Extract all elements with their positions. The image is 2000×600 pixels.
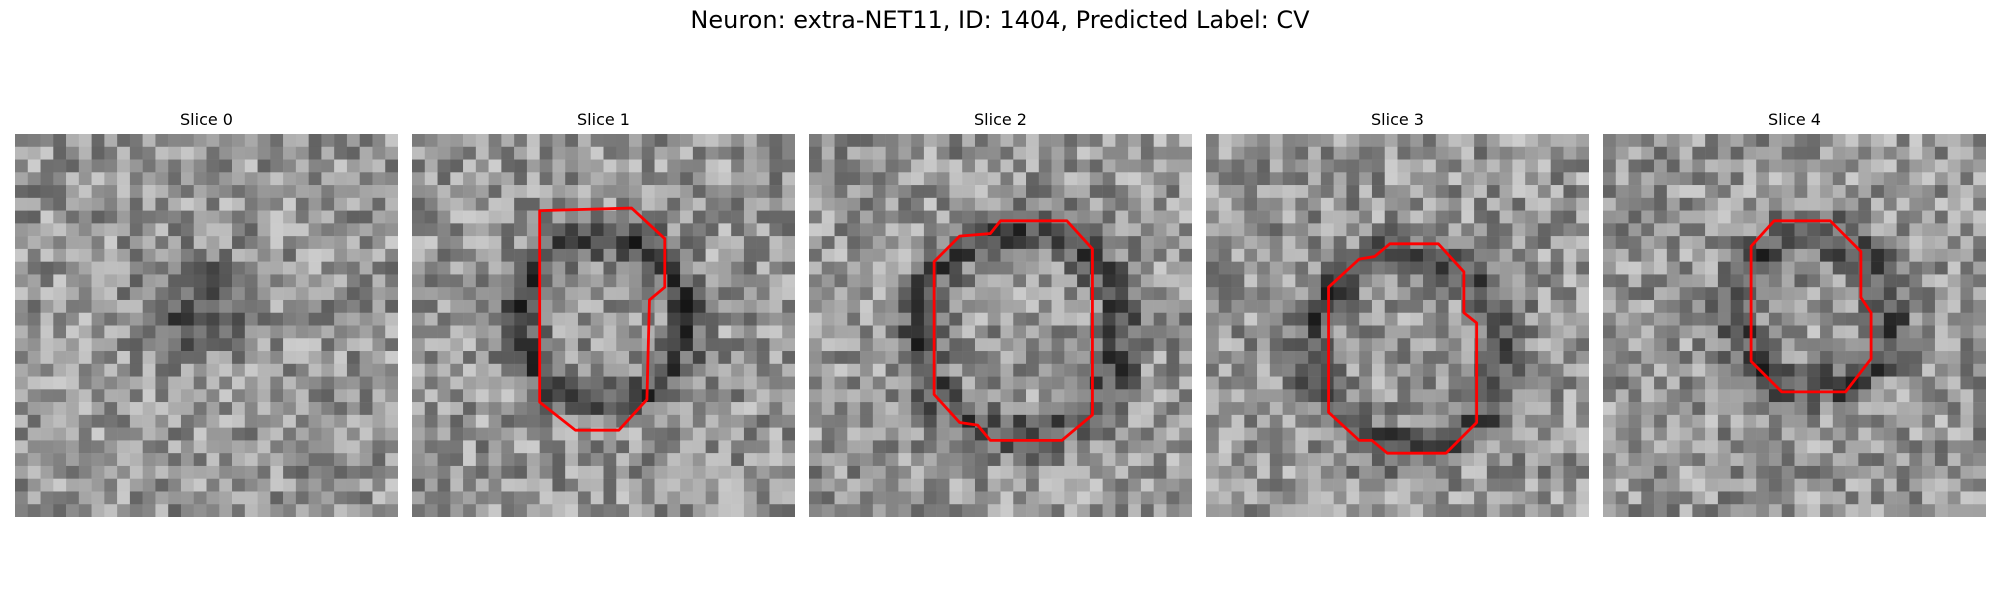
segmentation-contour [1327, 242, 1479, 455]
slice-image-frame [1603, 134, 1986, 517]
slice-image-frame [809, 134, 1192, 517]
slice-title: Slice 3 [1371, 110, 1424, 129]
slice-panel-4: Slice 4 [1603, 108, 1986, 517]
slice-title: Slice 2 [974, 110, 1027, 129]
slice-title: Slice 4 [1768, 110, 1821, 129]
slice-image-frame [1206, 134, 1589, 517]
em-slice-image [1206, 134, 1589, 517]
em-slice-image [809, 134, 1192, 517]
slice-panel-1: Slice 1 [412, 108, 795, 517]
em-slice-image [1603, 134, 1986, 517]
slice-panel-2: Slice 2 [809, 108, 1192, 517]
em-slice-image [412, 134, 795, 517]
segmentation-contour [1749, 219, 1873, 394]
slice-panel-0: Slice 0 [15, 108, 398, 517]
segmentation-contour [932, 219, 1094, 442]
slice-title: Slice 1 [577, 110, 630, 129]
slice-title: Slice 0 [180, 110, 233, 129]
slice-image-frame [15, 134, 398, 517]
figure-title: Neuron: extra-NET11, ID: 1404, Predicted… [690, 6, 1310, 34]
slice-image-frame [412, 134, 795, 517]
em-slice-image [15, 134, 398, 517]
segmentation-contour [538, 206, 667, 432]
slice-panel-3: Slice 3 [1206, 108, 1589, 517]
